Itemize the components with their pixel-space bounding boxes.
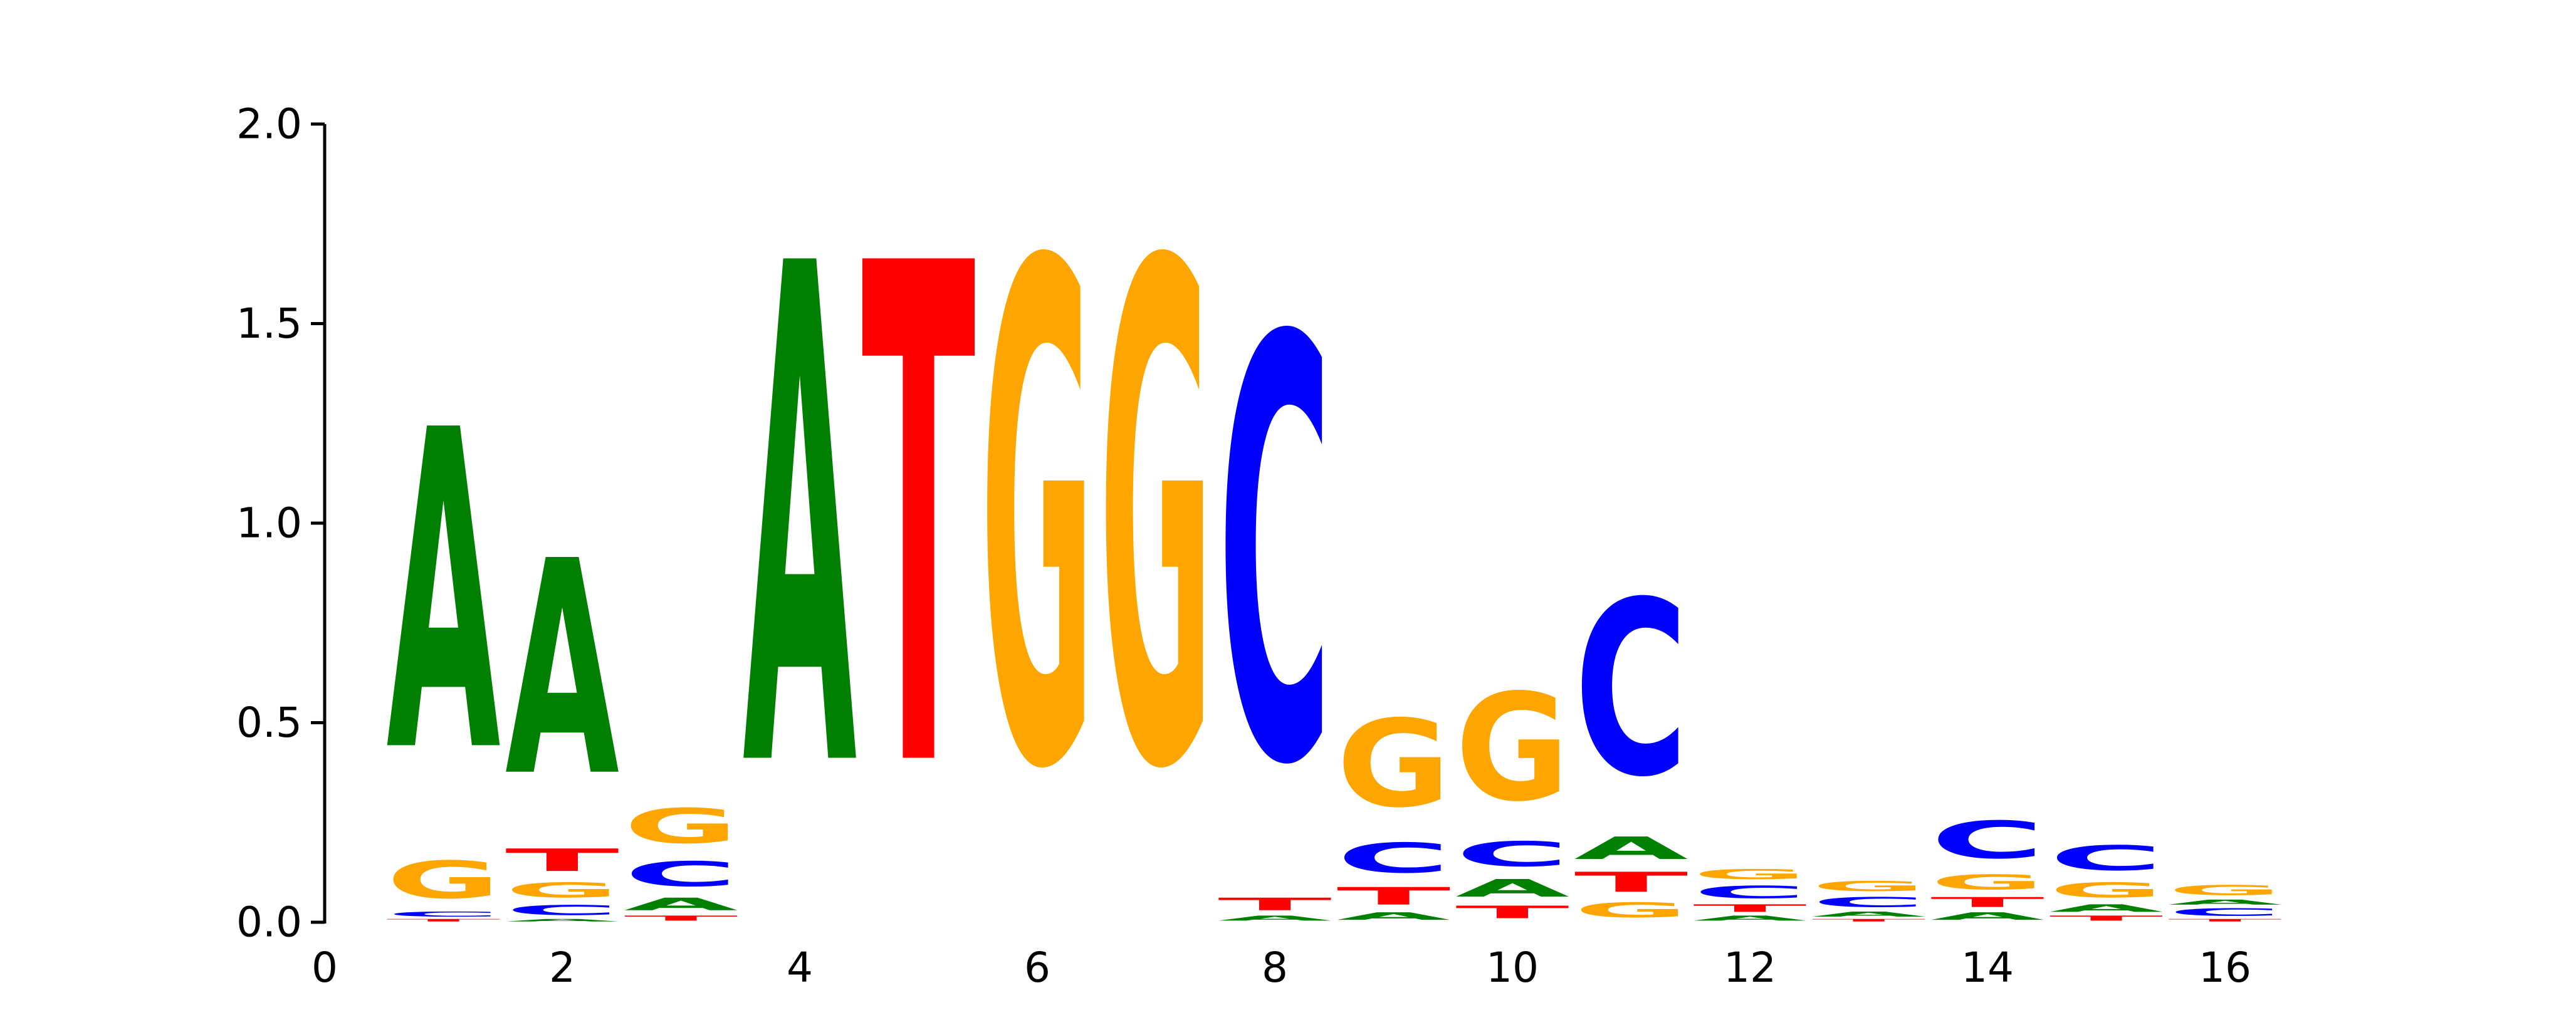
y-ticks: 0.0 0.5 1.0 1.5 2.0 xyxy=(236,100,325,947)
logo-letter-g: G xyxy=(1812,878,1926,894)
logo-letter-c: C xyxy=(1337,835,1451,882)
logo-letter-c: C xyxy=(2050,838,2164,878)
logo-letter-g: G xyxy=(1930,870,2045,894)
logo-letter-g: G xyxy=(2168,882,2282,898)
logo-letter-c: C xyxy=(387,910,501,918)
x-tick-label: 0 xyxy=(312,944,338,992)
x-tick-label: 12 xyxy=(1724,944,1776,992)
logo-letter-g: G xyxy=(1455,662,1569,834)
x-tick-label: 10 xyxy=(1486,944,1539,992)
logo-letter-g: G xyxy=(387,851,501,910)
logo-letter-c: C xyxy=(1574,551,1689,830)
y-tick-label: 1.0 xyxy=(236,499,302,548)
x-tick-label: 4 xyxy=(787,944,813,992)
logo-letter-g: G xyxy=(1693,866,1807,882)
x-tick-label: 16 xyxy=(2199,944,2251,992)
logo-letter-t: T xyxy=(1693,902,1807,914)
logo-letter-t: T xyxy=(1574,866,1689,898)
logo-letter-t: T xyxy=(624,914,738,922)
logo-letter-t: T xyxy=(2050,914,2164,922)
logo-letter-a: A xyxy=(1218,914,1332,922)
logo-letter-g: G xyxy=(505,878,619,902)
x-ticks: 0 2 4 6 8 10 12 14 16 xyxy=(312,944,2251,992)
logo-letter-c: C xyxy=(1455,835,1569,875)
x-tick-label: 2 xyxy=(549,944,575,992)
logo-letter-g: G xyxy=(1099,123,1213,920)
logo-letter-t: T xyxy=(1930,894,2045,910)
logo-letter-c: C xyxy=(1693,882,1807,902)
y-tick-label: 0.0 xyxy=(236,898,302,947)
y-tick-label: 0.5 xyxy=(236,699,302,747)
logo-letter-t: T xyxy=(1337,882,1451,910)
x-tick-label: 8 xyxy=(1262,944,1288,992)
logo-letter-c: C xyxy=(624,855,738,895)
logo-letter-a: A xyxy=(743,122,858,920)
logo-letter-a: A xyxy=(1337,910,1451,922)
logo-letter-a: A xyxy=(505,918,619,922)
logo-letter-g: G xyxy=(1574,898,1689,922)
y-tick-label: 2.0 xyxy=(236,100,302,148)
x-tick-label: 6 xyxy=(1024,944,1050,992)
logo-letter-a: A xyxy=(1455,875,1569,903)
logo-letter-t: T xyxy=(1455,902,1569,922)
logo-letter-c: C xyxy=(505,902,619,918)
logo-letter-a: A xyxy=(2168,898,2282,907)
logo-letter-a: A xyxy=(505,498,620,841)
logo-letter-a: A xyxy=(1574,831,1689,866)
logo-letter-t: T xyxy=(387,918,501,922)
logo-letter-t: T xyxy=(2168,918,2282,922)
logo-letter-a: A xyxy=(624,895,738,915)
logo-letter-a: A xyxy=(1930,910,2045,922)
logo-letter-g: G xyxy=(624,799,738,855)
logo-letter-c: C xyxy=(1812,895,1926,910)
logo-letter-g: G xyxy=(980,123,1094,920)
x-tick-label: 14 xyxy=(1961,944,2014,992)
logo-letter-t: T xyxy=(1812,918,1926,922)
logo-letter-c: C xyxy=(1930,811,2045,871)
logo-letter-a: A xyxy=(1812,910,1926,918)
logo-letter-a: A xyxy=(1693,914,1807,922)
logo-letter-t: T xyxy=(1218,894,1332,914)
logo-letter-a: A xyxy=(2050,902,2164,914)
logo-letter-g: G xyxy=(1337,694,1451,834)
logo-letter-t: T xyxy=(505,843,619,878)
logo-letter-c: C xyxy=(2168,907,2282,918)
logo-letter-c: C xyxy=(1218,218,1332,892)
logo-letter-a: A xyxy=(387,339,502,850)
logo-letter-g: G xyxy=(2050,878,2164,902)
y-tick-label: 1.5 xyxy=(236,299,302,348)
logo-letter-t: T xyxy=(862,122,976,920)
